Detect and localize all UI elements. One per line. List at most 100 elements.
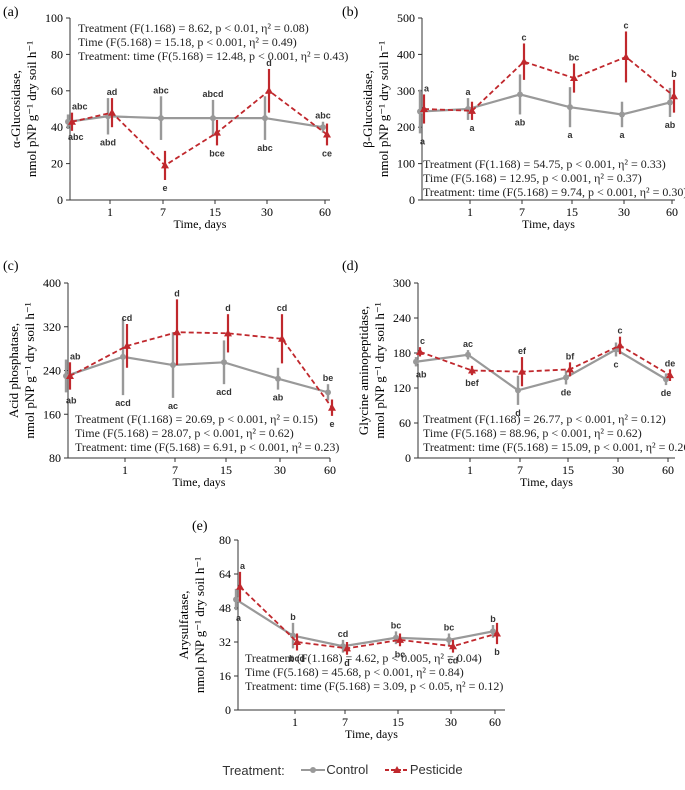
y-tick-label: 80	[219, 533, 231, 547]
control-significance-letter: ab	[273, 393, 284, 403]
x-tick-label: 15	[220, 463, 232, 477]
pesticide-point	[520, 57, 528, 65]
control-point	[446, 636, 452, 643]
control-significance-letter: b	[490, 614, 496, 624]
x-tick-label: 30	[618, 205, 630, 219]
x-tick-label: 60	[662, 463, 674, 477]
pesticide-series-line	[239, 586, 498, 650]
x-tick-label: 1	[107, 205, 113, 219]
control-significance-letter: abc	[153, 85, 169, 95]
pesticide-significance-letter: cd	[448, 656, 459, 666]
y-tick-label: 300	[393, 276, 411, 290]
anova-statistic: Treatment: time (F(5.168) = 15.09, p < 0…	[423, 440, 685, 454]
x-tick-label: 15	[209, 205, 221, 219]
pesticide-significance-letter: e	[162, 183, 167, 193]
control-significance-letter: de	[561, 388, 572, 398]
y-axis-unit-label: nmol pNP g⁻¹ dry soil h⁻¹	[192, 557, 207, 693]
control-significance-letter: d	[515, 408, 521, 418]
panel-label: (a)	[3, 5, 19, 20]
pesticide-point	[670, 92, 678, 100]
control-significance-letter: a	[420, 136, 426, 146]
pesticide-significance-letter: ad	[107, 87, 118, 97]
pesticide-significance-letter: ef	[518, 346, 527, 356]
x-tick-label: 7	[160, 205, 166, 219]
pesticide-significance-letter: d	[174, 288, 180, 298]
legend-item-pesticide: Pesticide	[384, 762, 463, 777]
pesticide-significance-letter: ab	[70, 351, 81, 361]
control-significance-letter: abc	[315, 111, 331, 121]
legend-label-control: Control	[326, 762, 369, 777]
legend-item-control: Control	[300, 762, 368, 777]
pesticide-point	[622, 52, 630, 60]
control-significance-letter: ac	[463, 339, 473, 349]
pesticide-significance-letter: c	[623, 20, 628, 30]
control-point	[517, 91, 523, 98]
pesticide-significance-letter: abc	[72, 102, 88, 112]
control-point	[158, 115, 164, 122]
y-axis-label: α-Glucosidase,	[8, 70, 23, 148]
pesticide-significance-letter: bcd	[289, 654, 305, 664]
y-tick-label: 240	[393, 311, 411, 325]
anova-statistic: Treatment (F(1.168) = 4.62, p < 0.005, η…	[245, 651, 482, 665]
control-significance-letter: abc	[68, 132, 84, 142]
x-tick-label: 60	[319, 205, 331, 219]
panel-label: (e)	[192, 519, 208, 534]
control-point	[221, 359, 227, 366]
y-tick-label: 40	[51, 120, 63, 134]
control-significance-letter: ab	[66, 395, 77, 405]
pesticide-point	[236, 582, 244, 590]
control-significance-letter: abc	[257, 143, 273, 153]
pesticide-point	[566, 365, 574, 373]
pesticide-point	[293, 638, 301, 645]
y-tick-label: 0	[57, 193, 63, 207]
x-axis-label: Time, days	[174, 217, 227, 231]
control-significance-letter: ab	[515, 117, 526, 127]
x-tick-label: 1	[122, 463, 128, 477]
legend-label-pesticide: Pesticide	[409, 762, 463, 777]
anova-statistic: Treatment (F(1.168) = 8.62, p < 0.01, η²…	[78, 21, 309, 35]
x-tick-label: 7	[172, 463, 178, 477]
pesticide-series-line	[69, 331, 333, 409]
y-tick-label: 300	[397, 84, 415, 98]
y-tick-label: 64	[219, 567, 231, 581]
panel-label: (c)	[3, 259, 19, 274]
control-point	[393, 634, 399, 641]
pesticide-point	[108, 108, 116, 116]
pesticide-point	[161, 161, 169, 169]
x-tick-label: 15	[392, 715, 404, 729]
anova-statistic: Treatment: time (F(5.168) = 3.09, p < 0.…	[245, 679, 503, 693]
pesticide-point	[343, 644, 351, 652]
control-point	[619, 111, 625, 118]
chart-panel-3: 0 60 120 180 240 300 1 7 15 30 60 Time, days Glycine…	[342, 259, 685, 489]
pesticide-point	[278, 334, 286, 342]
x-tick-label: 7	[517, 463, 523, 477]
pesticide-significance-letter: b	[494, 647, 500, 657]
pesticide-point	[518, 367, 526, 375]
pesticide-significance-letter: bc	[569, 53, 580, 63]
control-point	[233, 596, 239, 603]
control-significance-letter: a	[567, 130, 573, 140]
x-tick-label: 60	[489, 715, 501, 729]
y-tick-label: 240	[43, 364, 61, 378]
y-tick-label: 100	[397, 157, 415, 171]
pesticide-significance-letter: d	[266, 58, 272, 68]
pesticide-point	[396, 635, 404, 643]
pesticide-point	[420, 105, 428, 112]
control-line-icon	[301, 766, 326, 773]
y-tick-label: 0	[225, 703, 231, 717]
control-significance-letter: cd	[338, 629, 349, 639]
x-tick-label: 30	[261, 205, 273, 219]
panel-label: (b)	[342, 5, 359, 20]
control-point	[275, 375, 281, 382]
pesticide-point	[224, 329, 232, 337]
control-significance-letter: c	[613, 360, 618, 370]
control-point	[413, 358, 419, 365]
pesticide-significance-letter: ce	[322, 148, 332, 158]
pesticide-point	[416, 347, 424, 355]
pesticide-point	[323, 130, 331, 138]
pesticide-significance-letter: a	[469, 123, 475, 133]
x-tick-label: 1	[467, 463, 473, 477]
pesticide-significance-letter: bce	[209, 148, 225, 158]
y-tick-label: 0	[405, 451, 411, 465]
